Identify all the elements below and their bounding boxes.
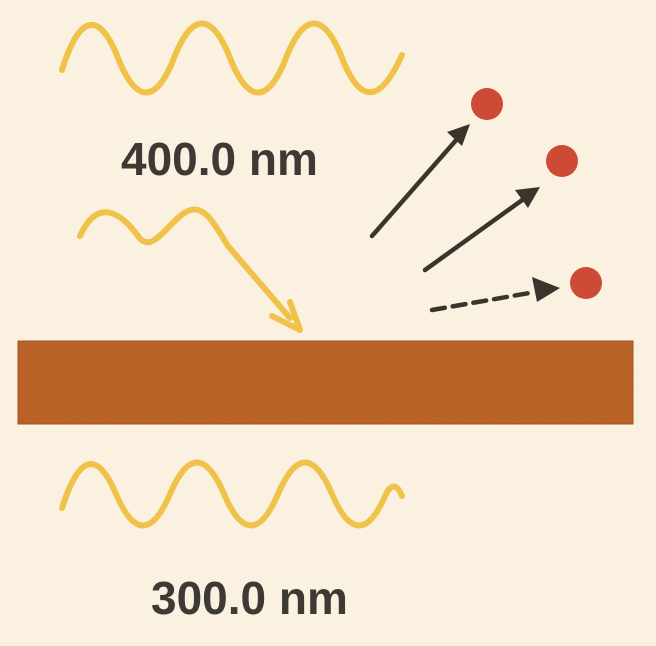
light-wave-300nm — [59, 459, 405, 529]
arrow-icon — [515, 187, 540, 208]
wavy-arrow-icon — [269, 299, 303, 333]
ejection-arrow-1 — [369, 124, 470, 239]
light-wave-400nm — [59, 20, 405, 96]
arrow-icon — [532, 277, 560, 302]
electron-3 — [570, 267, 602, 299]
wavelength-label-top: 400.0 nm — [121, 133, 318, 185]
arrow-icon — [447, 124, 470, 146]
metal-plate — [18, 341, 633, 424]
wavelength-label-bottom: 300.0 nm — [151, 572, 348, 624]
incident-light-arrow — [77, 206, 303, 333]
electron-1 — [471, 88, 503, 120]
ejection-arrow-2 — [422, 187, 540, 273]
metal-plate-shade — [17, 340, 634, 425]
incident-wave — [77, 206, 293, 321]
arrow-shaft — [369, 135, 461, 239]
ejection-arrow-3-dashed — [429, 277, 560, 313]
arrow-shaft-dashed — [429, 289, 538, 313]
arrow-shaft — [422, 195, 528, 273]
electron-2 — [546, 145, 578, 177]
